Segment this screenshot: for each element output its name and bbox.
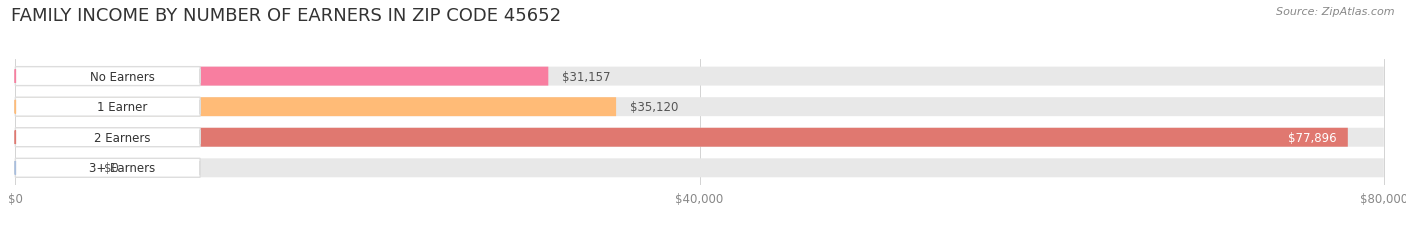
Text: 3+ Earners: 3+ Earners <box>90 162 156 175</box>
FancyBboxPatch shape <box>15 128 200 147</box>
FancyBboxPatch shape <box>15 98 616 117</box>
FancyBboxPatch shape <box>15 159 200 177</box>
Text: $77,896: $77,896 <box>1288 131 1337 144</box>
Text: $0: $0 <box>104 162 120 175</box>
FancyBboxPatch shape <box>15 98 1384 117</box>
FancyBboxPatch shape <box>15 67 200 86</box>
FancyBboxPatch shape <box>15 128 1348 147</box>
FancyBboxPatch shape <box>15 67 1384 86</box>
FancyBboxPatch shape <box>15 67 548 86</box>
FancyBboxPatch shape <box>15 159 90 177</box>
Text: No Earners: No Earners <box>90 70 155 83</box>
Text: 1 Earner: 1 Earner <box>97 101 148 114</box>
Text: $31,157: $31,157 <box>562 70 610 83</box>
FancyBboxPatch shape <box>15 159 1384 177</box>
Text: FAMILY INCOME BY NUMBER OF EARNERS IN ZIP CODE 45652: FAMILY INCOME BY NUMBER OF EARNERS IN ZI… <box>11 7 561 25</box>
Text: 2 Earners: 2 Earners <box>94 131 150 144</box>
Text: Source: ZipAtlas.com: Source: ZipAtlas.com <box>1277 7 1395 17</box>
FancyBboxPatch shape <box>15 128 1384 147</box>
FancyBboxPatch shape <box>15 98 200 117</box>
Text: $35,120: $35,120 <box>630 101 678 114</box>
